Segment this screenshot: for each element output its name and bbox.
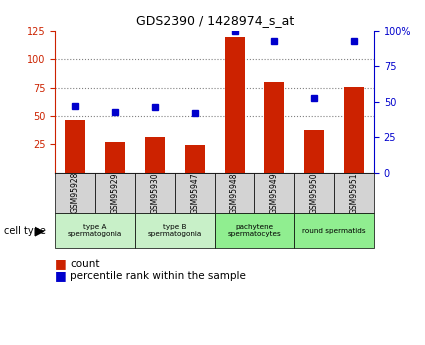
Title: GDS2390 / 1428974_s_at: GDS2390 / 1428974_s_at	[136, 14, 294, 27]
Text: percentile rank within the sample: percentile rank within the sample	[70, 271, 246, 281]
Text: GSM95951: GSM95951	[350, 172, 359, 214]
Text: GSM95948: GSM95948	[230, 172, 239, 214]
Text: ▶: ▶	[35, 224, 45, 237]
Text: GSM95929: GSM95929	[110, 172, 119, 214]
Bar	[55, 172, 95, 213]
Bar	[105, 142, 125, 172]
Bar	[175, 172, 215, 213]
Text: type B
spermatogonia: type B spermatogonia	[147, 224, 202, 237]
Text: ■: ■	[55, 257, 67, 270]
Text: GSM95947: GSM95947	[190, 172, 199, 214]
Text: GSM95930: GSM95930	[150, 172, 159, 214]
Bar	[294, 213, 374, 248]
Text: round spermatids: round spermatids	[302, 228, 366, 234]
Bar	[294, 172, 334, 213]
Text: ■: ■	[55, 269, 67, 283]
Bar	[145, 137, 165, 172]
Text: type A
spermatogonia: type A spermatogonia	[68, 224, 122, 237]
Bar	[55, 213, 135, 248]
Bar	[304, 130, 324, 172]
Text: GSM95949: GSM95949	[270, 172, 279, 214]
Bar	[95, 172, 135, 213]
Bar	[65, 120, 85, 172]
Bar	[215, 172, 255, 213]
Text: GSM95928: GSM95928	[71, 172, 79, 214]
Text: GSM95950: GSM95950	[310, 172, 319, 214]
Bar	[344, 87, 364, 172]
Bar	[135, 213, 215, 248]
Bar	[215, 213, 294, 248]
Bar	[224, 37, 244, 172]
Bar	[185, 145, 205, 172]
Bar	[334, 172, 374, 213]
Text: pachytene
spermatocytes: pachytene spermatocytes	[228, 224, 281, 237]
Bar	[255, 172, 294, 213]
Text: count: count	[70, 259, 99, 269]
Text: cell type: cell type	[4, 226, 46, 236]
Bar	[264, 82, 284, 172]
Bar	[135, 172, 175, 213]
